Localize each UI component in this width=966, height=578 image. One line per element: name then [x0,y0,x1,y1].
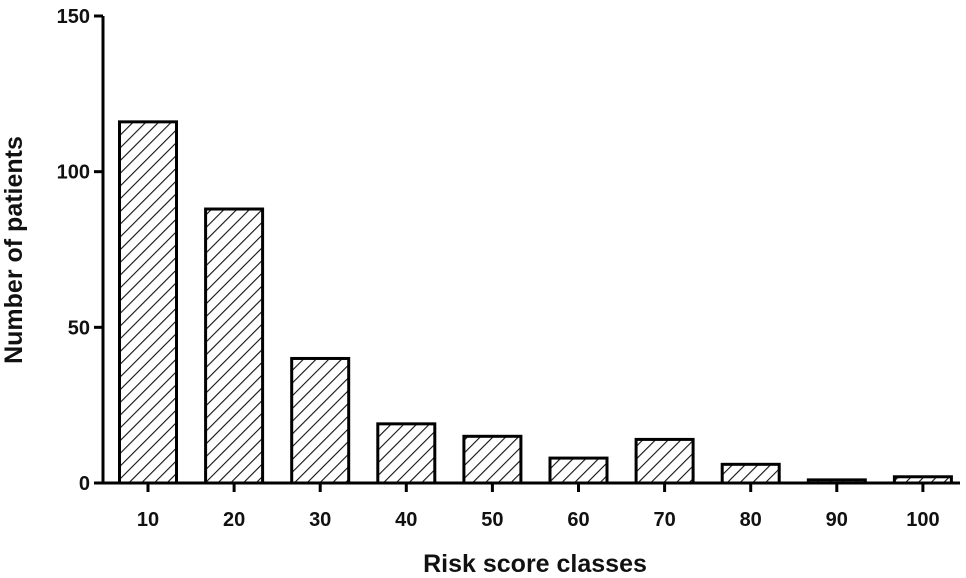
x-tick-label: 40 [395,509,417,531]
bar-80 [720,462,781,485]
x-tick-label: 60 [567,509,589,531]
y-tick-label: 150 [57,6,90,28]
x-tick-label: 80 [740,509,762,531]
bar-20 [204,207,265,485]
bar-70 [634,437,695,485]
x-tick-label: 50 [481,509,503,531]
x-tick-label: 70 [653,509,675,531]
bar-10 [118,120,178,485]
x-tick-label: 90 [826,509,848,531]
y-tick-label: 0 [79,473,90,495]
axes-group [101,16,960,485]
bar-40 [376,422,437,485]
x-tick-label: 30 [309,509,331,531]
x-tick-label: 100 [906,509,939,531]
x-axis-title: Risk score classes [423,550,647,578]
bar-60 [548,456,609,485]
y-axis-title: Number of patients [0,136,28,364]
x-tick-label: 20 [223,509,245,531]
bar-50 [462,434,523,485]
x-ticks-group: 10 20 30 40 50 60 70 80 90 100 [137,483,940,531]
y-tick-label: 100 [57,162,90,184]
bars-group [118,120,953,485]
bar-30 [290,356,351,485]
y-ticks-group: 0 50 100 150 [57,6,103,495]
x-tick-label: 10 [137,509,159,531]
y-tick-label: 50 [68,317,90,339]
